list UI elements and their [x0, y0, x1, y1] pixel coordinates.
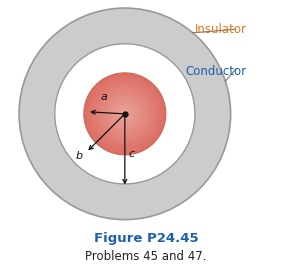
Circle shape: [92, 81, 158, 147]
Circle shape: [116, 104, 134, 123]
Circle shape: [99, 88, 150, 140]
Text: a: a: [100, 92, 107, 102]
Circle shape: [84, 73, 166, 155]
Text: Problems 45 and 47.: Problems 45 and 47.: [85, 250, 207, 263]
Circle shape: [105, 94, 144, 133]
Circle shape: [122, 111, 128, 117]
Circle shape: [120, 109, 130, 119]
Circle shape: [89, 78, 161, 150]
Circle shape: [85, 74, 165, 154]
Circle shape: [123, 112, 127, 116]
Circle shape: [119, 108, 131, 120]
Circle shape: [106, 95, 143, 132]
Circle shape: [96, 85, 154, 143]
Circle shape: [90, 79, 160, 149]
Circle shape: [118, 107, 132, 121]
Text: Insulator: Insulator: [194, 23, 246, 36]
Circle shape: [19, 8, 231, 220]
Circle shape: [117, 106, 133, 122]
Text: b: b: [76, 151, 83, 161]
Text: Figure P24.45: Figure P24.45: [94, 232, 198, 245]
Circle shape: [101, 90, 148, 137]
Circle shape: [114, 103, 136, 125]
Text: c: c: [128, 150, 135, 160]
Circle shape: [87, 76, 163, 152]
Circle shape: [91, 80, 159, 148]
Circle shape: [102, 91, 147, 136]
Circle shape: [107, 96, 142, 131]
Circle shape: [124, 113, 126, 115]
Circle shape: [100, 89, 150, 139]
Circle shape: [94, 83, 156, 145]
Circle shape: [93, 82, 157, 146]
Circle shape: [98, 87, 152, 140]
Circle shape: [95, 84, 154, 144]
Text: Conductor: Conductor: [185, 65, 246, 78]
Circle shape: [121, 110, 129, 118]
Circle shape: [110, 100, 139, 128]
Circle shape: [110, 99, 140, 129]
Circle shape: [112, 100, 138, 127]
Circle shape: [108, 97, 141, 130]
Circle shape: [55, 44, 195, 184]
Circle shape: [103, 92, 146, 135]
Circle shape: [86, 75, 164, 153]
Circle shape: [88, 77, 162, 151]
Circle shape: [114, 104, 135, 124]
Circle shape: [97, 86, 152, 141]
Circle shape: [104, 93, 145, 134]
Circle shape: [112, 102, 137, 126]
